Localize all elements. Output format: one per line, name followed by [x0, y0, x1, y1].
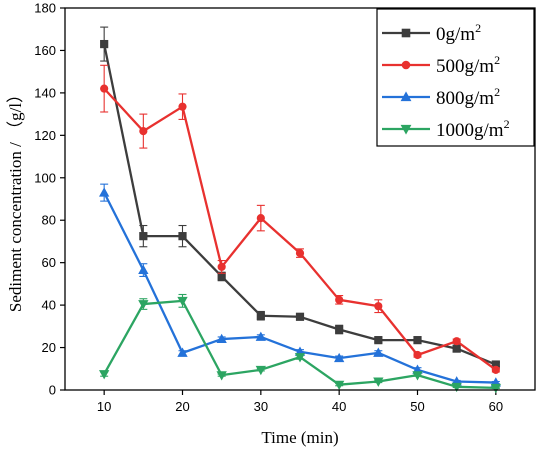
data-point	[452, 337, 461, 346]
data-point	[217, 262, 226, 272]
data-point	[139, 126, 148, 136]
data-point	[255, 331, 267, 341]
legend-marker	[401, 28, 411, 38]
y-tick-label: 120	[34, 128, 56, 143]
data-point	[412, 371, 423, 381]
data-point	[178, 232, 187, 241]
data-point	[413, 350, 422, 360]
series-500g/m2	[100, 64, 500, 374]
x-tick-label: 10	[97, 399, 111, 414]
y-tick-label: 0	[49, 383, 56, 398]
data-point	[139, 232, 148, 241]
legend-box	[376, 8, 535, 147]
legend-marker	[401, 60, 411, 70]
series-layer	[98, 26, 502, 394]
data-point	[491, 365, 500, 374]
legend-item: 1000g/m2	[382, 117, 510, 141]
y-tick-label: 180	[34, 1, 56, 16]
legend: 0g/m2 500g/m2 800g/m2 1000g/m2	[376, 8, 535, 147]
legend-marker	[400, 124, 412, 135]
data-point	[177, 347, 188, 357]
data-point	[294, 353, 306, 363]
y-tick-label: 140	[34, 85, 56, 100]
x-tick-label: 30	[254, 399, 268, 414]
y-tick-label: 100	[34, 170, 56, 185]
data-point	[295, 312, 305, 321]
data-point	[216, 371, 227, 381]
x-tick-label: 20	[175, 399, 189, 414]
legend-label: 1000g/m2	[436, 117, 510, 141]
y-tick-label: 80	[42, 213, 56, 228]
data-point	[451, 382, 462, 393]
data-point	[217, 272, 226, 281]
legend-item: 500g/m2	[382, 53, 500, 77]
y-tick-label: 160	[34, 43, 56, 58]
data-point	[373, 347, 384, 357]
data-point	[256, 311, 265, 320]
data-point	[100, 84, 109, 93]
series-1000g/m2	[98, 293, 502, 394]
data-point	[255, 365, 267, 376]
legend-item: 0g/m2	[382, 21, 481, 45]
y-axis-title: Sediment concentration / （g/l）	[6, 86, 25, 312]
data-point	[335, 325, 344, 334]
data-point	[177, 296, 188, 307]
data-point	[295, 249, 305, 258]
data-point	[374, 302, 383, 311]
legend-item: 800g/m2	[382, 85, 500, 109]
y-tick-label: 60	[42, 255, 56, 270]
data-point	[373, 377, 384, 387]
data-point	[452, 344, 461, 353]
legend-marker	[400, 91, 412, 102]
y-tick-label: 20	[42, 340, 56, 355]
legend-label: 800g/m2	[436, 85, 500, 109]
data-point	[374, 336, 383, 345]
series-0g/m2	[100, 26, 500, 369]
data-point	[333, 352, 345, 363]
x-tick-label: 50	[410, 399, 424, 414]
data-point	[138, 264, 149, 275]
plot-frame	[64, 7, 536, 391]
x-tick-label: 60	[489, 399, 503, 414]
data-point	[335, 295, 344, 304]
data-point	[216, 333, 227, 344]
legend-label: 0g/m2	[436, 21, 481, 45]
series-800g/m2	[98, 183, 502, 387]
data-point	[98, 370, 110, 380]
data-point	[178, 102, 187, 111]
y-tick-label: 40	[42, 298, 56, 313]
data-point	[100, 39, 109, 49]
data-point	[98, 187, 110, 197]
data-point	[138, 300, 149, 310]
data-point	[256, 214, 265, 223]
x-axis-title: Time (min)	[261, 428, 338, 447]
legend-label: 500g/m2	[436, 53, 500, 77]
data-point	[490, 383, 502, 394]
data-point	[413, 336, 422, 345]
x-tick-label: 40	[332, 399, 346, 414]
tick-labels: 10 20 30 40 50 60 0 20 40 60 80 100 120 140 160 180	[34, 1, 503, 415]
data-point	[333, 380, 345, 391]
